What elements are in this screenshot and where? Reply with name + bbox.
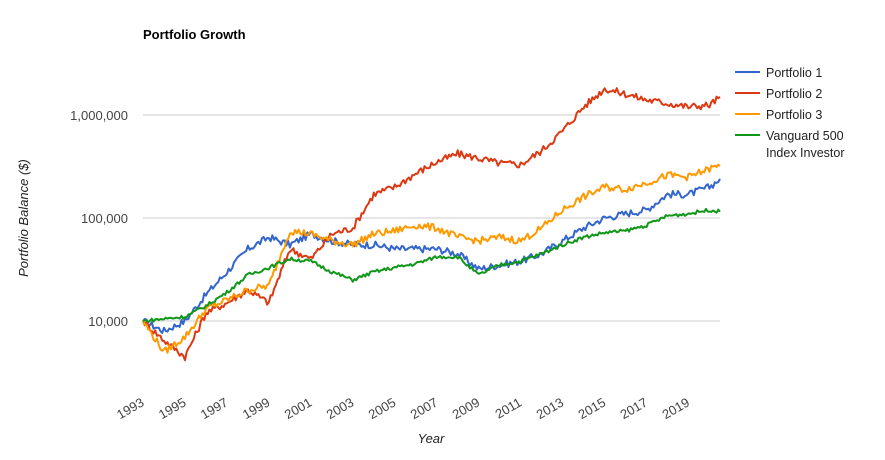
legend-label: Index Investor: [766, 146, 845, 160]
x-tick-label: 2017: [618, 395, 651, 422]
series-line-portfolio-1: [142, 178, 721, 334]
x-tick-label: 1997: [198, 395, 231, 422]
y-axis-label: Portfolio Balance ($): [16, 159, 31, 277]
x-axis-ticks: 1993 1995 1997 1999 2001 2003 2005 2007 2009 2011…: [114, 395, 692, 422]
legend-label: Vanguard 500: [766, 129, 844, 143]
legend-item[interactable]: Portfolio 3: [735, 108, 822, 122]
y-axis-ticks: 10,000 100,000 1,000,000: [70, 108, 128, 329]
x-tick-label: 2011: [492, 395, 524, 422]
y-tick-label: 1,000,000: [70, 108, 128, 123]
legend-item[interactable]: Portfolio 1: [735, 66, 822, 80]
legend-label: Portfolio 2: [766, 87, 822, 101]
legend-item[interactable]: Vanguard 500 Index Investor: [735, 129, 845, 160]
legend: Portfolio 1 Portfolio 2 Portfolio 3 Vanguar…: [735, 66, 845, 160]
x-tick-label: 2009: [450, 395, 483, 422]
series-line-portfolio-3: [142, 163, 721, 354]
x-axis-label: Year: [418, 431, 445, 446]
x-tick-label: 1995: [156, 395, 189, 422]
y-tick-label: 100,000: [81, 211, 128, 226]
series-line-vanguard-500-index-investor: [142, 207, 721, 324]
series-lines: [142, 87, 721, 362]
gridlines: [143, 114, 720, 322]
x-tick-label: 2013: [534, 395, 567, 422]
legend-label: Portfolio 1: [766, 66, 822, 80]
x-tick-label: 1999: [240, 395, 273, 422]
x-tick-label: 2019: [659, 395, 692, 422]
x-tick-label: 2001: [282, 395, 315, 422]
x-tick-label: 1993: [114, 395, 147, 422]
x-tick-label: 2003: [324, 395, 357, 422]
legend-label: Portfolio 3: [766, 108, 822, 122]
y-tick-label: 10,000: [88, 314, 128, 329]
x-tick-label: 2007: [408, 395, 441, 422]
chart-title: Portfolio Growth: [143, 27, 246, 42]
x-tick-label: 2015: [576, 395, 609, 422]
legend-item[interactable]: Portfolio 2: [735, 87, 822, 101]
x-tick-label: 2005: [366, 395, 399, 422]
